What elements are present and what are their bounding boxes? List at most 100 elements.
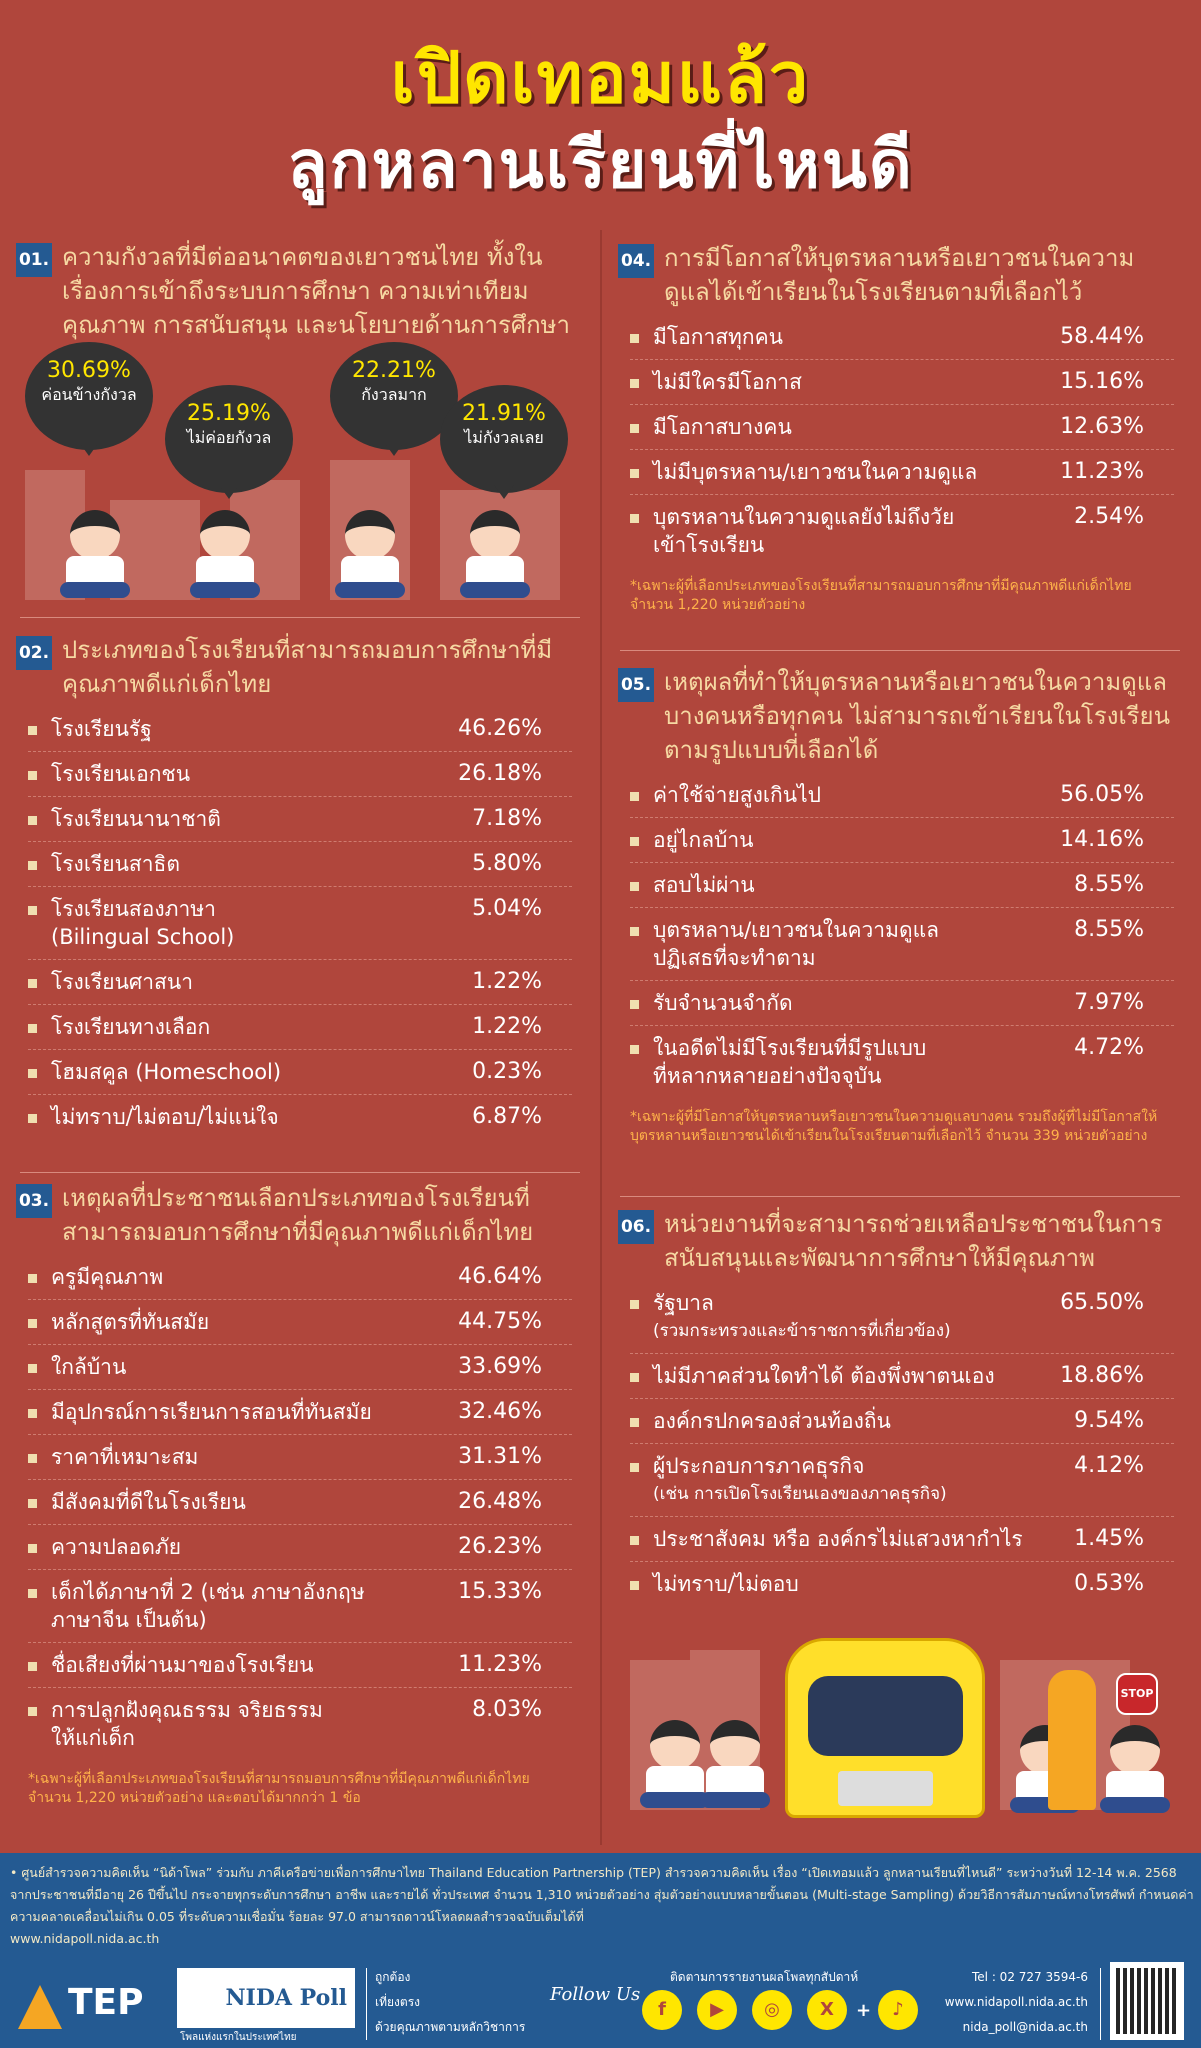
- result-row: สอบไม่ผ่าน 8.55%: [630, 863, 1174, 908]
- speech-bubble: 22.21% กังวลมาก: [330, 342, 458, 456]
- speech-bubble: 30.69% ค่อนข้างกังวล: [25, 342, 153, 456]
- result-row: ค่าใช้จ่ายสูงเกินไป 56.05%: [630, 773, 1174, 818]
- result-row: ใกล้บ้าน 33.69%: [28, 1345, 572, 1390]
- result-row: การปลูกฝังคุณธรรม จริยธรรม ให้แก่เด็ก 8.03…: [28, 1688, 572, 1760]
- slogan-line: ด้วยคุณภาพตามหลักวิชาการ: [375, 2020, 526, 2034]
- bullet-icon: [28, 861, 37, 870]
- bullet-icon: [28, 1662, 37, 1671]
- footer-url[interactable]: www.nidapoll.nida.ac.th: [10, 1931, 160, 1946]
- child-illustration: [60, 510, 130, 600]
- result-label: โรงเรียนทางเลือก: [51, 1015, 211, 1039]
- child-illustration: [700, 1720, 770, 1810]
- divider: [20, 617, 580, 618]
- child-illustration: [335, 510, 405, 600]
- result-row: ราคาที่เหมาะสม 31.31%: [28, 1435, 572, 1480]
- result-list: ครูมีคุณภาพ 46.64% หลักสูตรที่ทันสมัย 44.75…: [16, 1255, 572, 1760]
- result-value: 14.16%: [1060, 827, 1144, 852]
- result-row: มีโอกาสทุกคน 58.44%: [630, 315, 1174, 360]
- bullet-icon: [28, 1544, 37, 1553]
- tiktok-icon[interactable]: ♪: [878, 1990, 918, 2030]
- nida-poll-logo: NIDA Poll: [177, 1968, 355, 2028]
- bullet-icon: [630, 882, 639, 891]
- result-row: มีโอกาสบางคน 12.63%: [630, 405, 1174, 450]
- section-01: 01. ความกังวลที่มีต่ออนาคตของเยาวชนไทย ทั…: [0, 240, 600, 342]
- section-number: 02.: [16, 636, 52, 670]
- email-link[interactable]: nida_poll@nida.ac.th: [962, 2020, 1088, 2034]
- footnote: *เฉพาะผู้ที่มีโอกาสให้บุตรหลานหรือเยาวชน…: [630, 1109, 1158, 1144]
- stop-sign: STOP: [1116, 1673, 1158, 1715]
- section-heading: ประเภทของโรงเรียนที่สามารถมอบการศึกษาที่…: [62, 636, 553, 698]
- result-label: ไม่มีใครมีโอกาส: [653, 370, 802, 394]
- section-heading: เหตุผลที่ทำให้บุตรหลานหรือเยาวชนในความดู…: [664, 668, 1171, 764]
- result-row: ในอดีตไม่มีโรงเรียนที่มีรูปแบบ ที่หลากหลา…: [630, 1026, 1174, 1098]
- traffic-police-illustration: [1048, 1670, 1096, 1810]
- result-value: 65.50%: [1060, 1290, 1144, 1315]
- section-03: 03. เหตุผลที่ประชาชนเลือกประเภทของโรงเรีย…: [0, 1181, 600, 1808]
- result-row: เด็กได้ภาษาที่ 2 (เช่น ภาษาอังกฤษ ภาษาจีน…: [28, 1570, 572, 1643]
- section-number: 01.: [16, 243, 52, 277]
- bullet-icon: [28, 1454, 37, 1463]
- bullet-icon: [630, 837, 639, 846]
- result-row: โรงเรียนทางเลือก 1.22%: [28, 1005, 572, 1050]
- result-value: 7.97%: [1074, 990, 1144, 1015]
- result-label: ครูมีคุณภาพ: [51, 1265, 164, 1289]
- bullet-icon: [630, 334, 639, 343]
- bullet-icon: [630, 792, 639, 801]
- result-row: โรงเรียนสาธิต 5.80%: [28, 842, 572, 887]
- result-value: 15.33%: [458, 1579, 542, 1604]
- result-list: มีโอกาสทุกคน 58.44% ไม่มีใครมีโอกาส 15.16% ม…: [618, 315, 1174, 567]
- result-row: โรงเรียนศาสนา 1.22%: [28, 960, 572, 1005]
- section-number: 04.: [618, 244, 654, 278]
- bullet-icon: [28, 1499, 37, 1508]
- youtube-icon[interactable]: ▶: [697, 1990, 737, 2030]
- bullet-icon: [28, 1114, 37, 1123]
- section-heading: เหตุผลที่ประชาชนเลือกประเภทของโรงเรียนที…: [62, 1184, 534, 1246]
- instagram-icon[interactable]: ◎: [752, 1990, 792, 2030]
- result-label: ชื่อเสียงที่ผ่านมาของโรงเรียน: [51, 1653, 314, 1677]
- result-label: ความปลอดภัย: [51, 1535, 182, 1559]
- bullet-icon: [630, 1418, 639, 1427]
- bullet-icon: [630, 469, 639, 478]
- bullet-icon: [630, 1536, 639, 1545]
- result-row: โรงเรียนรัฐ 46.26%: [28, 707, 572, 752]
- result-list: โรงเรียนรัฐ 46.26% โรงเรียนเอกชน 26.18% โรงเ…: [16, 707, 572, 1139]
- result-value: 4.72%: [1074, 1035, 1144, 1060]
- result-row: รัฐบาล (รวมกระทรวงและข้าราชการที่เกี่ยวข้…: [630, 1281, 1174, 1354]
- bullet-icon: [630, 1000, 639, 1009]
- result-value: 5.80%: [472, 851, 542, 876]
- divider: [620, 650, 1180, 651]
- result-value: 1.22%: [472, 969, 542, 994]
- result-label: องค์กรปกครองส่วนท้องถิ่น: [653, 1409, 891, 1433]
- qr-code[interactable]: [1110, 1962, 1184, 2040]
- result-label: โรงเรียนสองภาษา (Bilingual School): [51, 897, 235, 949]
- bullet-icon: [28, 771, 37, 780]
- result-label: อยู่ไกลบ้าน: [653, 828, 754, 852]
- result-label: โฮมสคูล (Homeschool): [51, 1060, 282, 1084]
- slogan-line: เที่ยงตรง: [375, 1995, 420, 2009]
- result-label: บุตรหลาน/เยาวชนในความดูแล ปฏิเสธที่จะทำตา…: [653, 918, 939, 970]
- result-row: มีอุปกรณ์การเรียนการสอนที่ทันสมัย 32.46%: [28, 1390, 572, 1435]
- bullet-icon: [28, 1069, 37, 1078]
- result-row: มีสังคมที่ดีในโรงเรียน 26.48%: [28, 1480, 572, 1525]
- bubble-label: ไม่กังวลเลย: [464, 428, 544, 447]
- tep-logo: TEP: [68, 1982, 144, 2023]
- section-number: 03.: [16, 1184, 52, 1218]
- result-label: โรงเรียนรัฐ: [51, 717, 152, 741]
- result-label: ไม่ทราบ/ไม่ตอบ: [653, 1572, 799, 1596]
- slogan-line: ถูกต้อง: [375, 1970, 411, 1984]
- bullet-icon: [28, 979, 37, 988]
- website-link[interactable]: www.nidapoll.nida.ac.th: [944, 1995, 1088, 2009]
- bullet-icon: [28, 726, 37, 735]
- bullet-icon: [630, 1463, 639, 1472]
- divider: [366, 1968, 367, 2040]
- bullet-icon: [28, 816, 37, 825]
- section-heading: ความกังวลที่มีต่ออนาคตของเยาวชนไทย ทั้งใ…: [62, 243, 570, 339]
- result-label: โรงเรียนสาธิต: [51, 852, 180, 876]
- result-label: ไม่มีบุตรหลาน/เยาวชนในความดูแล: [653, 460, 978, 484]
- x-icon[interactable]: X: [807, 1990, 847, 2030]
- result-value: 18.86%: [1060, 1363, 1144, 1388]
- result-value: 11.23%: [1060, 459, 1144, 484]
- result-row: บุตรหลาน/เยาวชนในความดูแล ปฏิเสธที่จะทำตา…: [630, 908, 1174, 981]
- facebook-icon[interactable]: f: [642, 1990, 682, 2030]
- result-row: ไม่มีภาคส่วนใดทำได้ ต้องพึ่งพาตนเอง 18.86…: [630, 1354, 1174, 1399]
